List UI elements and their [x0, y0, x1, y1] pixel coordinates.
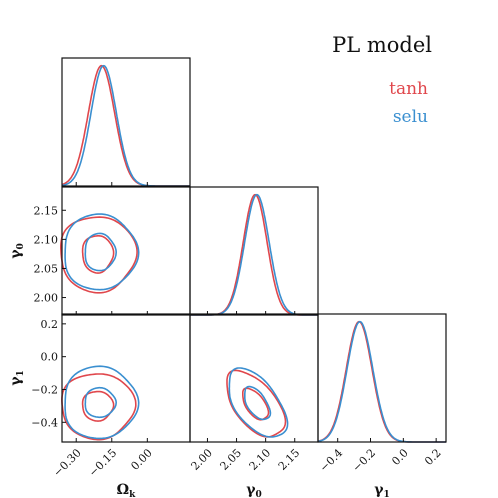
x-tick-label-gamma1-3: 0.2 [422, 446, 444, 468]
y-tick-label-gamma0-3: 2.15 [34, 204, 59, 217]
x-tick-label-gamma0-2: 2.10 [247, 446, 274, 473]
marginal-omega_k-tanh [61, 64, 191, 187]
y-tick-label-gamma0-1: 2.05 [34, 262, 59, 275]
x-tick-label-omega_k-0: −0.30 [51, 446, 84, 479]
y-axis-label-gamma1: γ1 [8, 370, 26, 386]
y-tick-label-gamma0-2: 2.10 [34, 233, 59, 246]
panel-frame-1-1 [189, 186, 319, 316]
contour-95-omega_k-gamma0-tanh [60, 216, 138, 294]
x-tick-label-gamma0-1: 2.05 [218, 446, 245, 473]
chart-title: PL model [332, 33, 432, 57]
legend-entry-tanh: tanh [389, 79, 428, 99]
marginal-gamma1-selu [317, 320, 447, 443]
x-tick-label-omega_k-1: −0.15 [86, 446, 119, 479]
marginal-omega_k-selu [61, 64, 191, 187]
x-axis-label-gamma0: γ0 [246, 482, 262, 498]
contour-68-omega_k-gamma0-selu [84, 232, 117, 272]
contour-68-omega_k-gamma1-selu [84, 386, 117, 419]
y-tick-label-gamma1-2: 0.0 [41, 351, 59, 364]
x-tick-label-gamma0-0: 2.00 [189, 446, 216, 473]
x-axis-label-gamma1: γ1 [374, 482, 390, 498]
x-tick-label-omega_k-2: 0.00 [128, 446, 155, 473]
marginal-gamma0-selu [189, 193, 319, 316]
contour-95-gamma0-gamma1-tanh [226, 369, 287, 438]
x-tick-label-gamma1-0: −0.4 [317, 446, 345, 474]
contour-95-gamma0-gamma1-selu [228, 367, 289, 438]
x-tick-label-gamma1-2: 0.0 [389, 446, 411, 468]
contour-95-omega_k-gamma0-selu [64, 213, 140, 291]
contour-68-omega_k-gamma1-tanh [81, 390, 115, 422]
legend-entry-selu: selu [393, 107, 428, 127]
panel-frame-1-0 [61, 186, 191, 316]
y-tick-label-gamma1-3: 0.2 [41, 318, 59, 331]
y-tick-label-gamma1-1: −0.2 [31, 383, 58, 396]
panel-frame-2-2 [317, 313, 447, 443]
panel-frame-2-1 [189, 313, 319, 443]
marginal-gamma1-tanh [317, 320, 447, 443]
contour-95-omega_k-gamma1-selu [64, 365, 140, 440]
contour-68-gamma0-gamma1-selu [244, 385, 272, 421]
x-tick-label-gamma1-1: −0.2 [350, 446, 378, 474]
marginal-gamma0-tanh [189, 193, 319, 316]
y-axis-label-gamma0: γ0 [8, 243, 26, 259]
panel-frame-0-0 [61, 57, 191, 187]
y-tick-label-gamma1-0: −0.4 [31, 416, 58, 429]
x-tick-label-gamma0-3: 2.15 [276, 446, 303, 473]
x-axis-label-omega_k: Ωk [117, 482, 136, 498]
y-tick-label-gamma0-0: 2.00 [34, 292, 59, 305]
